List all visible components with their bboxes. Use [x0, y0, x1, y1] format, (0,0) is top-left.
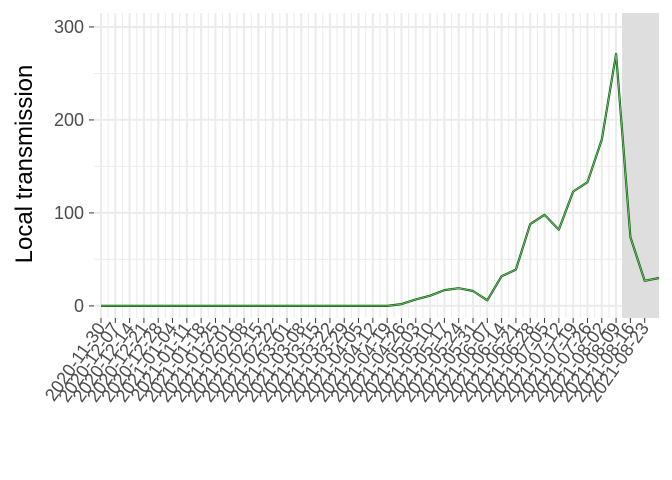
series-line [101, 52, 660, 307]
grid [94, 13, 659, 318]
x-axis-ticks: 2020-11-302020-12-072020-12-142020-12-21… [41, 318, 653, 406]
y-tick-label: 0 [74, 296, 84, 316]
y-tick-label: 300 [54, 17, 84, 37]
y-axis-ticks: 0 100 200 300 [54, 17, 94, 316]
y-tick-label: 100 [54, 203, 84, 223]
y-axis-title: Local transmission [11, 65, 38, 264]
shaded-region [622, 13, 659, 318]
series-line-inner [101, 53, 660, 307]
y-tick-label: 200 [54, 110, 84, 130]
shaded-period [622, 13, 659, 318]
